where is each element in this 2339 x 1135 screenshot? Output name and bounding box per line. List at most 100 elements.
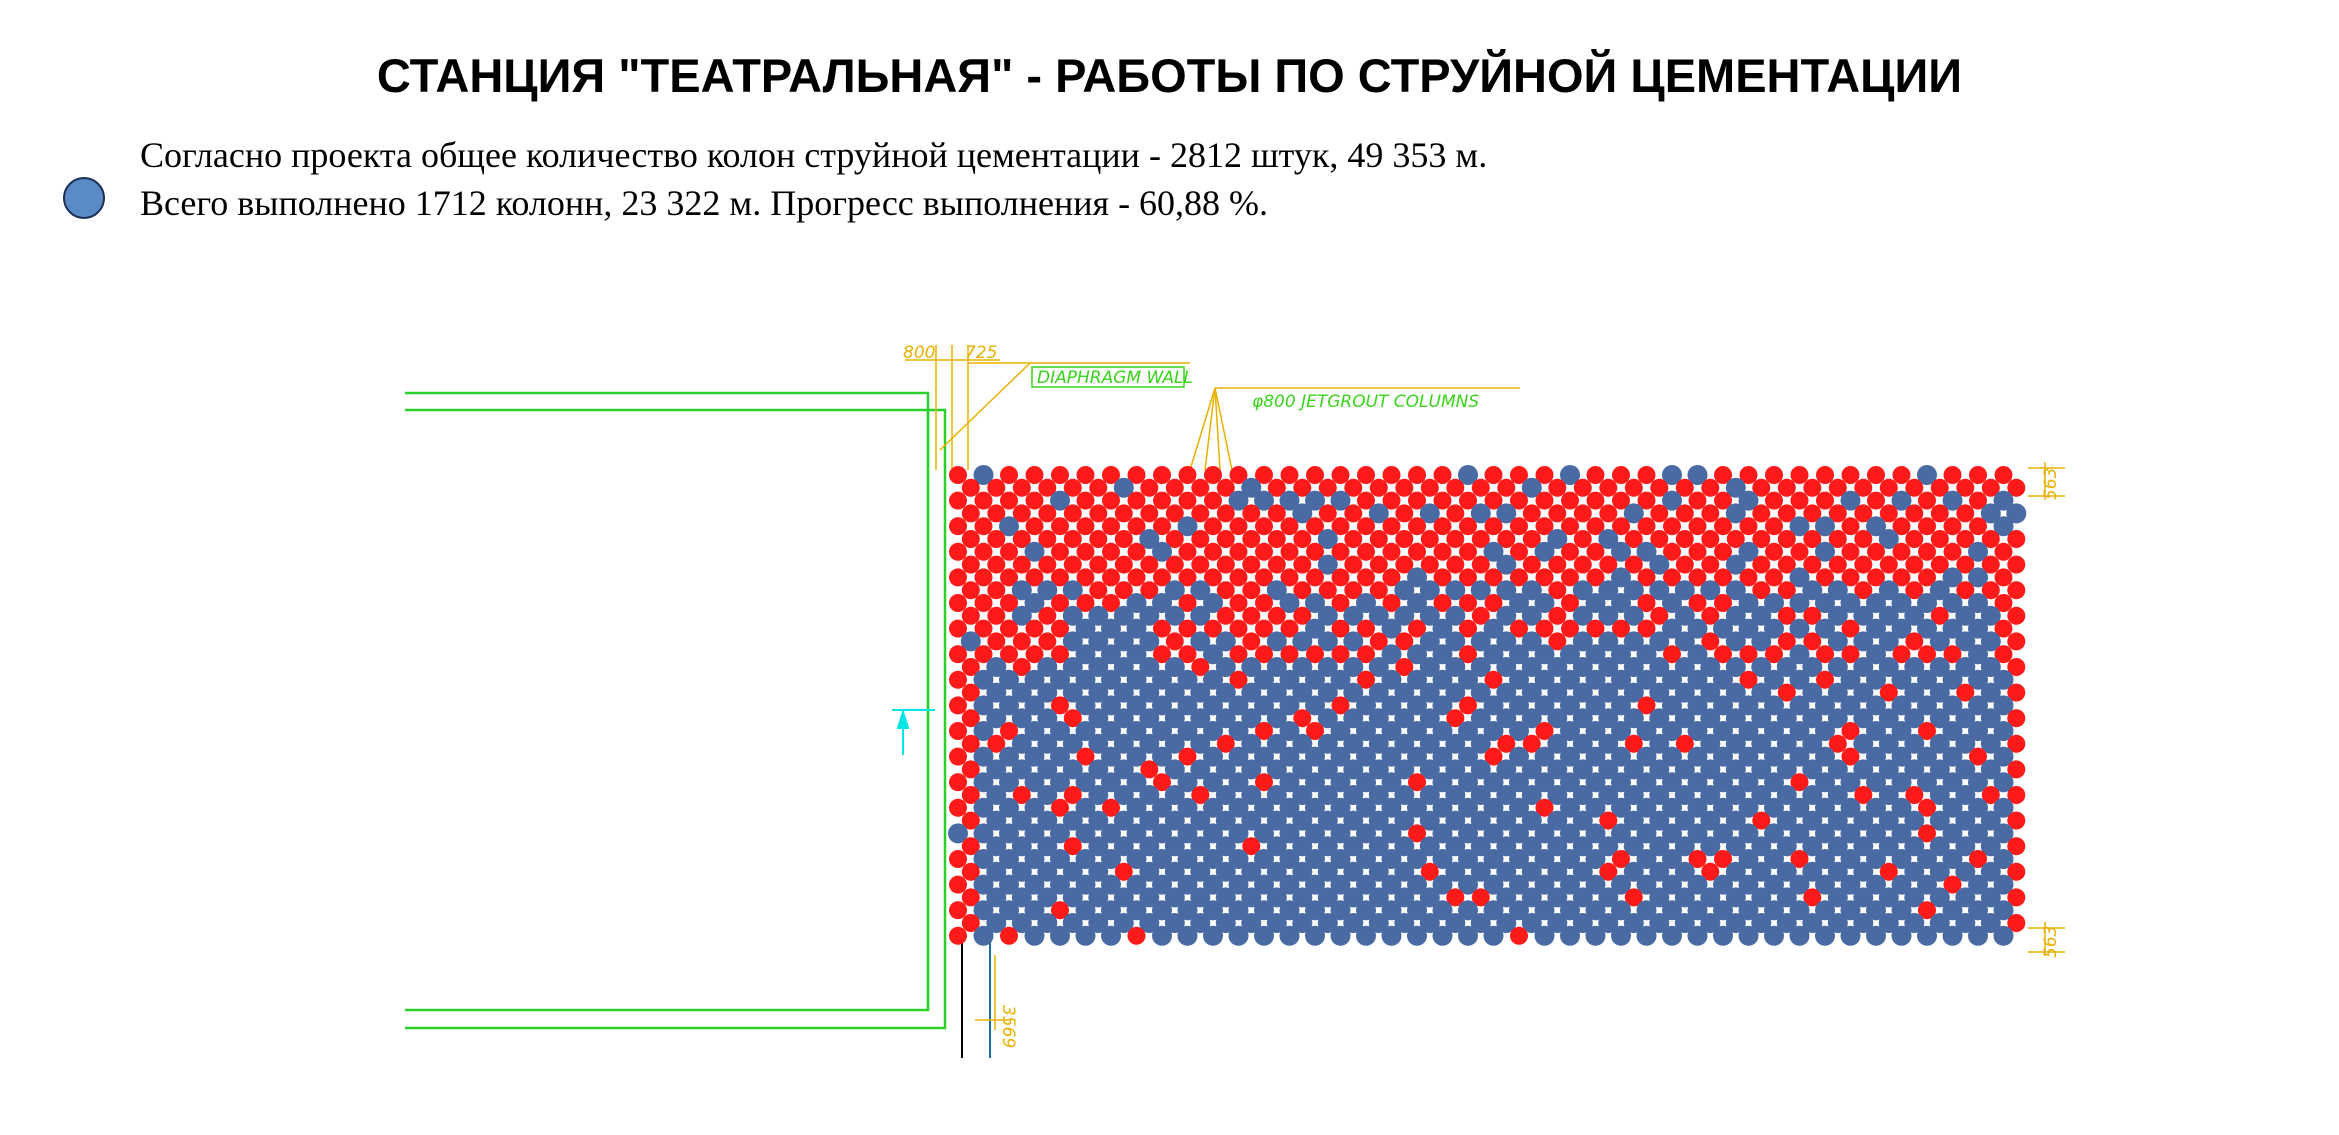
completed-column (1802, 733, 1823, 754)
completed-column (1572, 913, 1593, 933)
completed-column (1738, 695, 1759, 716)
completed-column (1381, 925, 1402, 946)
completed-column (1509, 695, 1529, 716)
jetgrout-column-grid (948, 465, 2027, 946)
completed-column (1113, 887, 1134, 908)
completed-column (1725, 657, 1746, 677)
completed-column (1011, 682, 1032, 703)
completed-column (1024, 746, 1045, 767)
pending-column (1229, 466, 1248, 484)
completed-column (1152, 721, 1172, 741)
completed-column (1177, 849, 1198, 869)
completed-column (1611, 925, 1631, 946)
completed-column (1547, 887, 1568, 908)
completed-column (1827, 580, 1848, 601)
completed-column (1904, 861, 1925, 882)
completed-column (1126, 849, 1147, 869)
completed-column (1483, 644, 1504, 665)
completed-column (1662, 695, 1682, 716)
completed-column (1776, 887, 1797, 908)
completed-column (1088, 733, 1109, 754)
completed-column (1279, 849, 1300, 869)
pending-column (1051, 568, 1069, 587)
completed-column (1649, 887, 1670, 908)
pending-column (1905, 478, 1924, 497)
completed-column (1279, 925, 1300, 946)
completed-column (1203, 669, 1223, 690)
completed-column (986, 861, 1007, 882)
pending-column (1599, 555, 1618, 574)
pending-column (2007, 478, 2026, 497)
completed-column (1394, 759, 1415, 780)
completed-column (1152, 823, 1172, 844)
pending-column (1956, 555, 1975, 574)
completed-column (1636, 746, 1657, 767)
completed-column (1050, 721, 1070, 741)
pending-column (1433, 517, 1452, 536)
pending-column (1599, 811, 1618, 830)
completed-column (1853, 733, 1874, 754)
completed-column (1317, 708, 1338, 729)
completed-column (1241, 887, 1262, 908)
pending-column (961, 504, 980, 523)
completed-column (1521, 605, 1542, 626)
completed-column (1050, 849, 1070, 869)
pending-column (1293, 530, 1312, 548)
pending-column (1854, 504, 1873, 523)
pending-column (1076, 747, 1095, 766)
completed-column (1254, 669, 1274, 690)
completed-column (999, 900, 1019, 921)
completed-column (1037, 708, 1058, 729)
pending-column (1612, 466, 1630, 484)
completed-column (1024, 721, 1045, 741)
pending-column (1204, 517, 1222, 536)
completed-column (1611, 823, 1631, 844)
pending-column (1102, 568, 1120, 587)
diaphragm-wall (405, 391, 947, 1030)
completed-column (1929, 657, 1950, 677)
pending-column (1803, 478, 1822, 497)
completed-column (1623, 810, 1644, 831)
completed-column (1266, 861, 1287, 882)
pending-column (1803, 888, 1822, 907)
pending-column (1446, 504, 1465, 523)
pending-column (2007, 888, 2026, 907)
completed-column (1878, 708, 1899, 729)
completed-column (1827, 887, 1848, 908)
completed-column (1764, 823, 1784, 844)
pending-column (1637, 619, 1656, 638)
completed-column (1840, 874, 1861, 895)
pending-column (1535, 491, 1554, 510)
completed-column (1878, 887, 1899, 908)
pending-column (1663, 568, 1681, 587)
completed-column (1789, 797, 1810, 818)
completed-column (1317, 682, 1338, 703)
completed-column (1687, 465, 1708, 485)
completed-column (1203, 925, 1223, 946)
completed-column (1738, 746, 1759, 767)
pending-column (1510, 619, 1528, 638)
pending-column (1178, 645, 1197, 664)
pending-column (1535, 722, 1554, 740)
completed-column (1419, 580, 1440, 601)
completed-column (1432, 925, 1453, 946)
completed-column (1037, 580, 1058, 601)
pending-column (974, 645, 993, 664)
completed-column (1662, 490, 1682, 511)
completed-column (1330, 900, 1351, 921)
completed-column (1254, 900, 1274, 921)
completed-column (1598, 785, 1619, 805)
completed-column (1623, 580, 1644, 601)
completed-column (1598, 759, 1619, 780)
pending-column (1255, 466, 1273, 484)
completed-column (1815, 772, 1835, 793)
completed-column (1674, 682, 1695, 703)
completed-column (1662, 823, 1682, 844)
completed-column (1152, 874, 1172, 895)
completed-column (1968, 695, 1988, 716)
pending-column (1522, 734, 1541, 753)
completed-column (1190, 861, 1211, 882)
completed-column (1279, 900, 1300, 921)
pending-column (1841, 619, 1860, 638)
